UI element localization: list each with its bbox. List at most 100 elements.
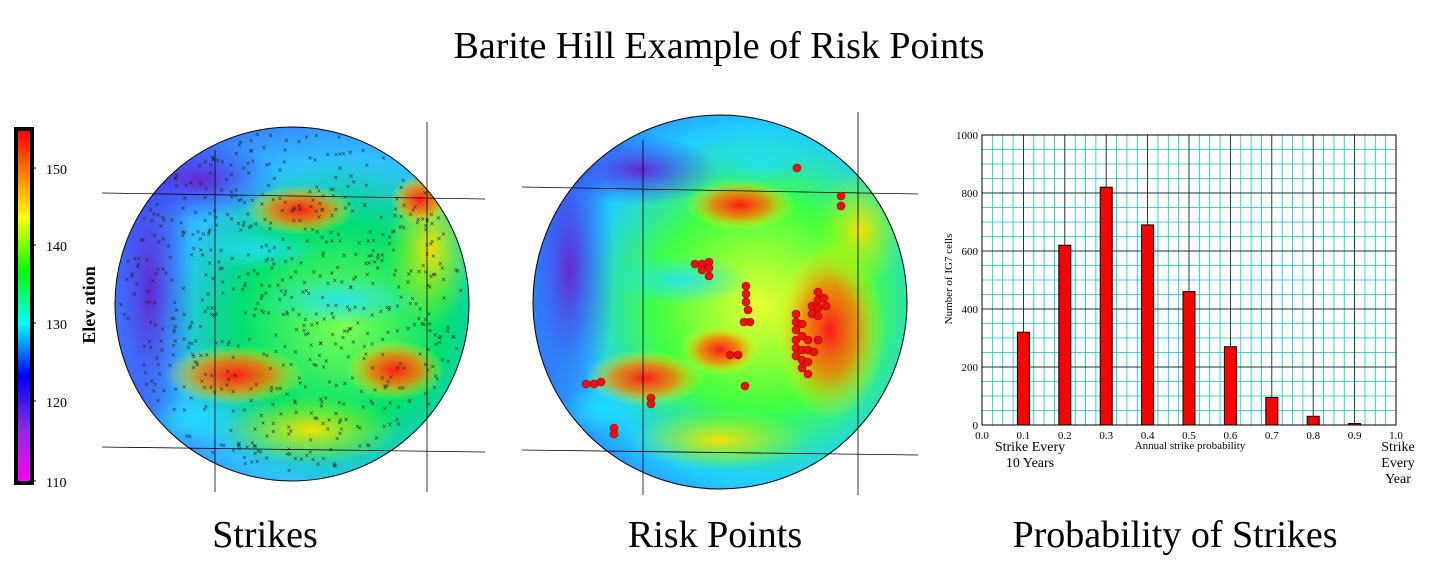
strike-marker: ×	[229, 216, 234, 223]
strike-marker: ×	[198, 324, 203, 331]
strike-marker: ×	[399, 185, 404, 192]
strike-marker: ×	[355, 423, 360, 430]
strike-marker: ×	[436, 215, 441, 222]
strike-marker: ×	[174, 183, 179, 190]
strike-marker: ×	[294, 410, 299, 417]
strike-marker: ×	[401, 177, 406, 184]
strike-marker: ×	[248, 386, 253, 393]
strike-marker: ×	[302, 322, 307, 329]
strike-marker: ×	[353, 304, 358, 311]
strike-marker: ×	[242, 199, 247, 206]
strike-marker: ×	[321, 364, 326, 371]
strike-marker: ×	[333, 410, 338, 417]
x-tick-label: 0.6	[1224, 430, 1238, 442]
strike-marker: ×	[315, 229, 320, 236]
strike-marker: ×	[219, 187, 224, 194]
strike-marker: ×	[157, 371, 162, 378]
strike-marker: ×	[182, 407, 187, 414]
strike-marker: ×	[303, 317, 308, 324]
strike-marker: ×	[325, 152, 330, 159]
bar	[1016, 331, 1030, 426]
strike-marker: ×	[210, 449, 215, 456]
risk-point	[836, 191, 846, 201]
strike-marker: ×	[236, 441, 241, 448]
strike-marker: ×	[243, 460, 248, 467]
strike-marker: ×	[380, 375, 385, 382]
strike-marker: ×	[378, 308, 383, 315]
strike-marker: ×	[173, 324, 178, 331]
strike-marker: ×	[285, 311, 290, 318]
strike-marker: ×	[331, 314, 336, 321]
strike-marker: ×	[164, 270, 169, 277]
strike-marker: ×	[134, 281, 139, 288]
strike-marker: ×	[226, 339, 231, 346]
strike-marker: ×	[318, 200, 323, 207]
strike-marker: ×	[272, 244, 277, 251]
strike-marker: ×	[292, 206, 297, 213]
strike-marker: ×	[321, 253, 326, 260]
strike-marker: ×	[154, 270, 159, 277]
strike-marker: ×	[184, 433, 189, 440]
bar	[1099, 186, 1113, 426]
strike-marker: ×	[329, 270, 334, 277]
strike-marker: ×	[297, 380, 302, 387]
strike-marker: ×	[253, 221, 258, 228]
strike-marker: ×	[264, 433, 269, 440]
strike-marker: ×	[252, 451, 257, 458]
strike-marker: ×	[436, 235, 441, 242]
strike-marker: ×	[261, 145, 266, 152]
strike-marker: ×	[361, 148, 366, 155]
y-tick-label: 800	[962, 188, 979, 200]
strike-marker: ×	[246, 252, 251, 259]
strike-marker: ×	[361, 306, 366, 313]
strike-marker: ×	[297, 206, 302, 213]
strike-marker: ×	[414, 301, 419, 308]
x-tick-label: 0.8	[1306, 430, 1320, 442]
strike-marker: ×	[261, 310, 266, 317]
strike-marker: ×	[348, 284, 353, 291]
strike-marker: ×	[226, 342, 231, 349]
strike-marker: ×	[141, 237, 146, 244]
strike-marker: ×	[162, 218, 167, 225]
strike-marker: ×	[357, 425, 362, 432]
risk-point	[803, 335, 813, 345]
strike-marker: ×	[441, 295, 446, 302]
strike-marker: ×	[203, 218, 208, 225]
strike-marker: ×	[240, 286, 245, 293]
strike-marker: ×	[423, 222, 428, 229]
strike-marker: ×	[387, 304, 392, 311]
strike-marker: ×	[416, 316, 421, 323]
strike-marker: ×	[259, 413, 264, 420]
strike-marker: ×	[395, 303, 400, 310]
strike-marker: ×	[203, 195, 208, 202]
strike-marker: ×	[310, 197, 315, 204]
strike-marker: ×	[312, 361, 317, 368]
strike-marker: ×	[155, 266, 160, 273]
strike-marker: ×	[293, 349, 298, 356]
strike-marker: ×	[293, 455, 298, 462]
strike-marker: ×	[173, 338, 178, 345]
strike-marker: ×	[406, 325, 411, 332]
strike-marker: ×	[274, 386, 279, 393]
strike-marker: ×	[220, 265, 225, 272]
strike-marker: ×	[370, 401, 375, 408]
strike-marker: ×	[156, 239, 161, 246]
strike-marker: ×	[193, 210, 198, 217]
strike-marker: ×	[286, 424, 291, 431]
strike-marker: ×	[172, 316, 177, 323]
strike-marker: ×	[151, 388, 156, 395]
strike-marker: ×	[236, 443, 241, 450]
strike-marker: ×	[362, 343, 367, 350]
strike-marker: ×	[249, 138, 254, 145]
strike-marker: ×	[282, 343, 287, 350]
strike-marker: ×	[266, 310, 271, 317]
strike-marker: ×	[303, 384, 308, 391]
strike-marker: ×	[371, 247, 376, 254]
strike-marker: ×	[182, 229, 187, 236]
strike-marker: ×	[255, 301, 260, 308]
strike-marker: ×	[281, 312, 286, 319]
strike-marker: ×	[289, 295, 294, 302]
strike-marker: ×	[318, 340, 323, 347]
strike-marker: ×	[301, 289, 306, 296]
